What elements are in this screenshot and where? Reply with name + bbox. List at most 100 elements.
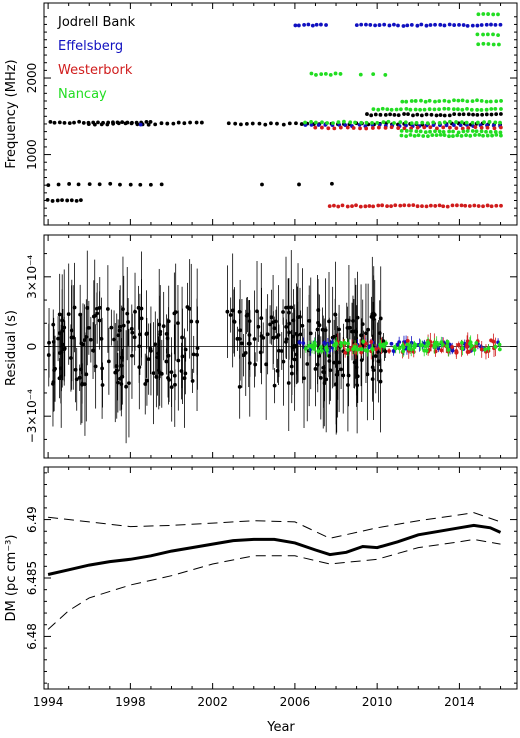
frequency-point [415,112,420,117]
residual-point [397,346,402,351]
frequency-point [392,121,396,125]
residual-point [473,344,477,349]
frequency-point [411,113,415,118]
frequency-point [448,119,452,124]
residual-point [313,343,318,348]
frequency-point [430,133,435,137]
frequency-point [438,113,443,117]
residual-point [489,338,493,343]
residual-point [381,339,386,344]
x-tick-label: 1994 [33,695,64,709]
frequency-point [377,23,382,27]
frequency-point [56,182,61,187]
frequency-point [474,129,479,134]
residual-point [389,341,394,346]
residual-point [450,345,455,349]
residual-point [292,344,297,349]
residual-point [365,372,370,377]
residual-point [378,342,383,347]
frequency-point [313,125,318,130]
residual-point [240,341,244,346]
residual-point [319,345,323,350]
residual-point [264,362,269,367]
frequency-point [120,120,125,125]
residual-point [372,312,377,317]
residual-point [370,365,375,370]
frequency-point [479,99,484,103]
frequency-point [275,121,279,126]
frequency-point [153,122,158,127]
frequency-point [233,121,238,126]
frequency-point [464,120,469,125]
frequency-point [398,203,403,208]
dm-marks [47,512,502,630]
dm-y-label: DM (pc cm⁻³) [4,535,19,622]
frequency-point [320,125,324,130]
frequency-point [442,120,447,125]
residual-point [99,336,104,341]
frequency-point [72,120,76,125]
frequency-point [144,119,149,124]
residual-point [228,313,233,317]
residual-point [342,341,347,345]
residual-point [339,367,343,372]
frequency-point [165,121,170,126]
frequency-point [111,121,116,126]
frequency-point [416,133,421,138]
frequency-point [481,41,486,46]
frequency-point [475,32,480,37]
frequency-point [260,182,264,187]
frequency-point [461,112,466,117]
frequency-point [437,203,442,208]
frequency-point [438,133,443,137]
residual-point [493,344,498,349]
residual-point [351,347,355,352]
frequency-point [434,133,439,138]
frequency-point [396,113,401,118]
residual-point [297,340,302,345]
frequency-point [481,12,486,16]
legend: Jodrell Bank Effelsberg Westerbork Nanca… [57,15,136,102]
frequency-point [116,121,121,126]
frequency-point [460,98,465,103]
residual-point [71,335,76,340]
frequency-point [447,125,452,130]
residual-point [47,340,51,345]
frequency-point [343,123,348,128]
frequency-point [159,121,164,126]
residual-point [316,308,321,312]
frequency-point [62,120,67,125]
frequency-point [435,126,439,131]
frequency-point [135,122,140,127]
residual-point [148,346,153,351]
residual-point [316,349,321,354]
frequency-point [411,203,416,208]
residual-point [81,342,85,347]
residual-point [429,343,434,348]
frequency-point [382,22,387,27]
frequency-point [484,99,489,104]
residual-point [315,362,320,367]
frequency-point [452,112,457,117]
frequency-point [473,125,478,130]
frequency-point [484,112,489,117]
frequency-point [393,203,398,208]
frequency-point [389,107,394,112]
frequency-point [376,203,381,208]
frequency-point [466,126,471,130]
frequency-point [471,112,475,117]
frequency-point [489,112,494,117]
frequency-point [408,133,413,137]
frequency-point [442,106,447,111]
frequency-point [389,125,394,130]
frequency-point [457,112,462,117]
frequency-point [454,126,459,130]
dm-panel: 6.48 6.485 6.49 1994 1998 2002 2006 2010 2014 DM… [4,466,518,735]
frequency-point [327,204,332,208]
residual-point [350,329,354,334]
frequency-point [497,42,501,47]
residual-point [183,371,188,376]
residual-point [440,342,445,347]
frequency-point [490,133,494,138]
residual-point [125,311,130,316]
